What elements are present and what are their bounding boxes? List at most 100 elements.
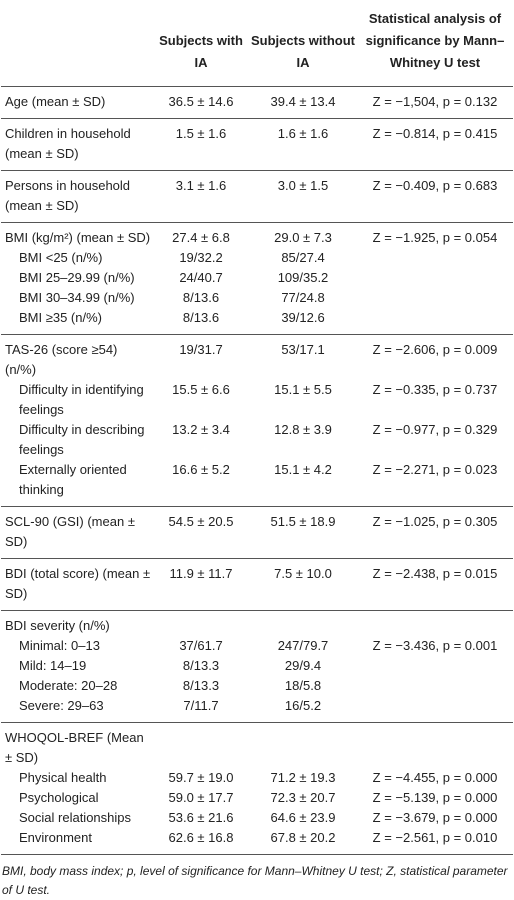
cell-stat <box>357 676 513 696</box>
cell-stat: Z = −0.977, p = 0.329 <box>372 422 498 437</box>
row-label: Age (mean ± SD) <box>5 94 106 109</box>
cell-with-ia: 19/32.2 <box>179 250 223 265</box>
cell-stat <box>357 288 513 308</box>
row-label: WHOQOL-BREF (Mean ± SD) <box>5 730 144 765</box>
table-row: Minimal: 0–13 37/61.7 247/79.7 Z = −3.436, … <box>1 636 513 656</box>
cell-with-ia <box>153 611 249 637</box>
cell-stat: Z = −0.335, p = 0.737 <box>372 382 498 397</box>
cell-stat: Z = −0.814, p = 0.415 <box>372 126 498 141</box>
cell-with-ia: 8/13.3 <box>182 678 220 693</box>
cell-with-ia: 24/40.7 <box>179 270 223 285</box>
data-table: Subjects with IA Subjects without IA Sta… <box>1 0 513 855</box>
cell-stat <box>357 308 513 335</box>
cell-without-ia <box>249 723 357 769</box>
row-label: BMI <25 (n/%) <box>19 250 103 265</box>
table-row: TAS-26 (score ≥54) (n/%) 19/31.7 53/17.1 Z … <box>1 335 513 381</box>
table-row: BMI ≥35 (n/%) 8/13.6 39/12.6 <box>1 308 513 335</box>
cell-without-ia: 109/35.2 <box>277 270 329 285</box>
row-group: WHOQOL-BREF (Mean ± SD) Physical health 59… <box>1 723 513 855</box>
cell-without-ia: 29.0 ± 7.3 <box>274 230 332 245</box>
cell-with-ia: 1.5 ± 1.6 <box>175 126 227 141</box>
cell-without-ia: 53/17.1 <box>281 342 325 357</box>
row-label: Environment <box>19 830 92 845</box>
cell-with-ia: 8/13.3 <box>182 658 220 673</box>
cell-with-ia: 27.4 ± 6.8 <box>172 230 230 245</box>
row-group: SCL-90 (GSI) (mean ± SD) 54.5 ± 20.5 51.5 … <box>1 507 513 559</box>
cell-without-ia: 247/79.7 <box>277 638 329 653</box>
row-group: Age (mean ± SD) 36.5 ± 14.6 39.4 ± 13.4 Z =… <box>1 87 513 119</box>
cell-without-ia: 71.2 ± 19.3 <box>270 770 336 785</box>
table-row: Psychological 59.0 ± 17.7 72.3 ± 20.7 Z = −… <box>1 788 513 808</box>
cell-with-ia: 62.6 ± 16.8 <box>168 830 234 845</box>
cell-stat: Z = −3.436, p = 0.001 <box>372 638 498 653</box>
cell-stat: Z = −1.025, p = 0.305 <box>372 514 498 529</box>
table-row: WHOQOL-BREF (Mean ± SD) <box>1 723 513 769</box>
cell-stat: Z = −1,504, p = 0.132 <box>372 94 498 109</box>
row-label: BMI (kg/m²) (mean ± SD) <box>5 230 151 245</box>
cell-stat <box>357 723 513 769</box>
cell-with-ia: 11.9 ± 11.7 <box>169 566 233 581</box>
cell-stat: Z = −5.139, p = 0.000 <box>372 790 498 805</box>
cell-with-ia: 37/61.7 <box>179 638 223 653</box>
row-label: Children in household (mean ± SD) <box>5 126 131 161</box>
cell-without-ia: 67.8 ± 20.2 <box>270 830 336 845</box>
row-label: BMI ≥35 (n/%) <box>19 310 102 325</box>
table-row: BMI 25–29.99 (n/%) 24/40.7 109/35.2 <box>1 268 513 288</box>
cell-with-ia: 7/11.7 <box>183 698 219 713</box>
cell-without-ia: 39/12.6 <box>281 310 325 325</box>
table-row: Difficulty in describing feelings 13.2 ± … <box>1 420 513 460</box>
table-row: BMI 30–34.99 (n/%) 8/13.6 77/24.8 <box>1 288 513 308</box>
cell-stat <box>357 656 513 676</box>
cell-without-ia: 7.5 ± 10.0 <box>274 566 332 581</box>
cell-without-ia: 3.0 ± 1.5 <box>277 178 329 193</box>
cell-stat: Z = −0.409, p = 0.683 <box>372 178 498 193</box>
row-group: BDI severity (n/%) Minimal: 0–13 37/61.7 24… <box>1 611 513 723</box>
header-cell: Subjects with IA <box>159 33 243 70</box>
table-row: Moderate: 20–28 8/13.3 18/5.8 <box>1 676 513 696</box>
header-cell: Subjects without IA <box>251 33 355 70</box>
table-row: SCL-90 (GSI) (mean ± SD) 54.5 ± 20.5 51.5 … <box>1 507 513 559</box>
header-row: Subjects with IA Subjects without IA Sta… <box>1 0 513 87</box>
table-row: BMI <25 (n/%) 19/32.2 85/27.4 <box>1 248 513 268</box>
cell-without-ia: 12.8 ± 3.9 <box>274 422 332 437</box>
cell-stat: Z = −1.925, p = 0.054 <box>372 230 498 245</box>
row-label: BDI severity (n/%) <box>5 618 110 633</box>
table-row: Difficulty in identifying feelings 15.5 ±… <box>1 380 513 420</box>
table-header: Subjects with IA Subjects without IA Sta… <box>1 0 513 87</box>
table-row: Mild: 14–19 8/13.3 29/9.4 <box>1 656 513 676</box>
cell-without-ia: 1.6 ± 1.6 <box>277 126 329 141</box>
cell-stat <box>357 696 513 723</box>
row-label: Moderate: 20–28 <box>19 678 118 693</box>
table-row: Age (mean ± SD) 36.5 ± 14.6 39.4 ± 13.4 Z =… <box>1 87 513 119</box>
row-group: BDI (total score) (mean ± SD) 11.9 ± 11.7… <box>1 559 513 611</box>
row-label: Severe: 29–63 <box>19 698 104 713</box>
cell-without-ia: 29/9.4 <box>284 658 322 673</box>
cell-with-ia: 13.2 ± 3.4 <box>172 422 230 437</box>
row-label: Externally oriented thinking <box>19 462 127 497</box>
row-group: Children in household (mean ± SD) 1.5 ± 1… <box>1 119 513 171</box>
cell-without-ia: 72.3 ± 20.7 <box>270 790 336 805</box>
cell-with-ia: 59.0 ± 17.7 <box>168 790 234 805</box>
cell-with-ia: 3.1 ± 1.6 <box>175 178 227 193</box>
cell-without-ia: 64.6 ± 23.9 <box>270 810 336 825</box>
cell-with-ia: 36.5 ± 14.6 <box>168 94 234 109</box>
table-row: Severe: 29–63 7/11.7 16/5.2 <box>1 696 513 723</box>
table-row: BMI (kg/m²) (mean ± SD) 27.4 ± 6.8 29.0 ± … <box>1 223 513 249</box>
table-row: Social relationships 53.6 ± 21.6 64.6 ± 23… <box>1 808 513 828</box>
row-label: BDI (total score) (mean ± SD) <box>5 566 151 601</box>
cell-stat: Z = −2.271, p = 0.023 <box>372 462 498 477</box>
table-row: BDI (total score) (mean ± SD) 11.9 ± 11.7… <box>1 559 513 611</box>
table-row: Environment 62.6 ± 16.8 67.8 ± 20.2 Z = −2.… <box>1 828 513 855</box>
cell-without-ia: 16/5.2 <box>284 698 322 713</box>
cell-with-ia: 53.6 ± 21.6 <box>168 810 234 825</box>
cell-stat: Z = −2.438, p = 0.015 <box>372 566 498 581</box>
cell-without-ia: 77/24.8 <box>281 290 325 305</box>
row-label: Minimal: 0–13 <box>19 638 100 653</box>
cell-with-ia: 16.6 ± 5.2 <box>172 462 230 477</box>
row-label: TAS-26 (score ≥54) (n/%) <box>5 342 118 377</box>
header-cell: Statistical analysis of significance by … <box>365 11 505 70</box>
row-label: Mild: 14–19 <box>19 658 87 673</box>
cell-without-ia: 18/5.8 <box>284 678 322 693</box>
cell-stat <box>357 611 513 637</box>
